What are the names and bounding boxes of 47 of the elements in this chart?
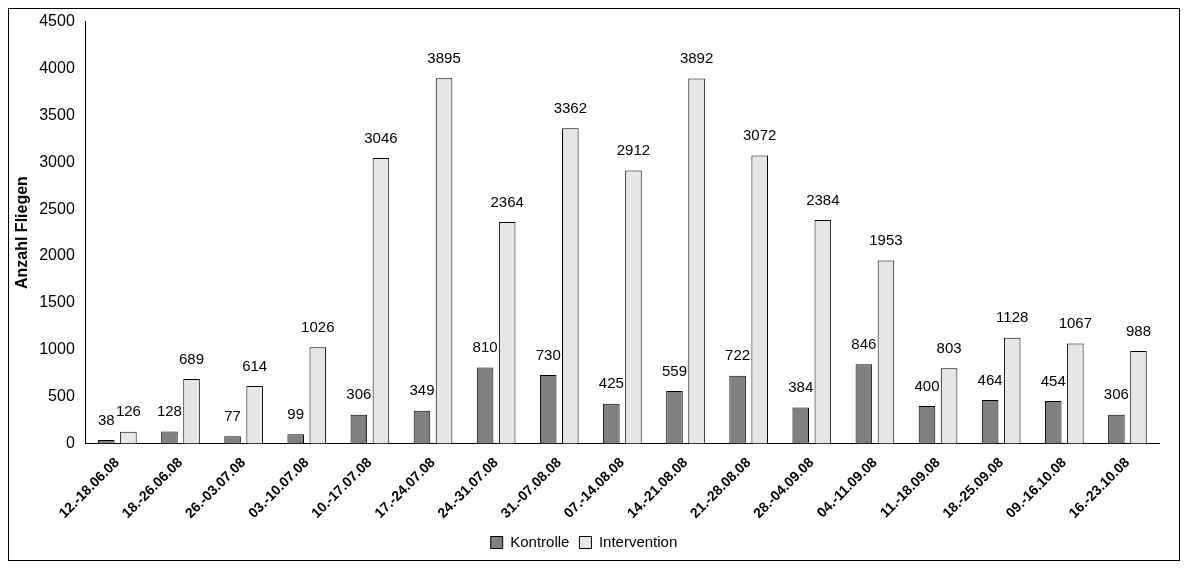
data-label: 1953 <box>869 231 903 249</box>
data-label: 77 <box>224 406 241 424</box>
data-label: 2364 <box>490 192 524 210</box>
y-tick-label: 0 <box>65 433 75 451</box>
y-tick-label: 1000 <box>39 340 75 358</box>
data-label: 559 <box>661 361 687 379</box>
data-label: 803 <box>936 338 962 356</box>
data-label: 722 <box>725 346 751 364</box>
data-label: 464 <box>977 370 1003 388</box>
data-label: 1128 <box>996 308 1029 326</box>
y-tick-label: 1500 <box>39 293 75 311</box>
data-label: 1026 <box>301 317 335 335</box>
y-tick-label: 3000 <box>39 152 75 170</box>
data-label: 988 <box>1125 321 1151 339</box>
data-label: 126 <box>115 402 141 420</box>
legend-label: Kontrolle <box>510 532 570 550</box>
data-label: 425 <box>598 374 624 392</box>
data-label: 128 <box>156 402 182 420</box>
y-tick-label: 500 <box>48 387 75 405</box>
y-tick-label: 4000 <box>39 58 75 76</box>
data-label: 730 <box>535 345 561 363</box>
data-label: 400 <box>914 376 940 394</box>
data-label: 3895 <box>427 48 461 66</box>
data-label: 2384 <box>806 190 840 208</box>
data-label: 810 <box>472 338 498 356</box>
data-label: 349 <box>409 381 435 399</box>
data-label: 3046 <box>364 128 398 146</box>
data-label: 99 <box>287 404 305 422</box>
y-tick-label: 3500 <box>39 105 75 123</box>
data-label: 384 <box>788 378 814 396</box>
data-label: 846 <box>851 334 877 352</box>
data-label: 306 <box>346 385 372 403</box>
y-tick-label: 2500 <box>39 199 75 217</box>
data-label: 3362 <box>553 98 587 116</box>
y-tick-label: 2000 <box>39 246 75 264</box>
data-label: 2912 <box>616 141 651 159</box>
y-tick-label: 4500 <box>39 12 75 30</box>
data-label: 3892 <box>679 49 714 67</box>
y-axis-title: Anzahl Fliegen <box>13 176 31 290</box>
data-label: 3072 <box>743 126 777 144</box>
data-label: 38 <box>97 410 115 428</box>
data-label: 614 <box>242 356 268 374</box>
data-label: 689 <box>179 349 205 367</box>
data-label: 454 <box>1040 371 1066 389</box>
data-label: 1067 <box>1058 314 1093 332</box>
data-label: 306 <box>1103 385 1129 403</box>
legend-label: Intervention <box>598 532 678 550</box>
